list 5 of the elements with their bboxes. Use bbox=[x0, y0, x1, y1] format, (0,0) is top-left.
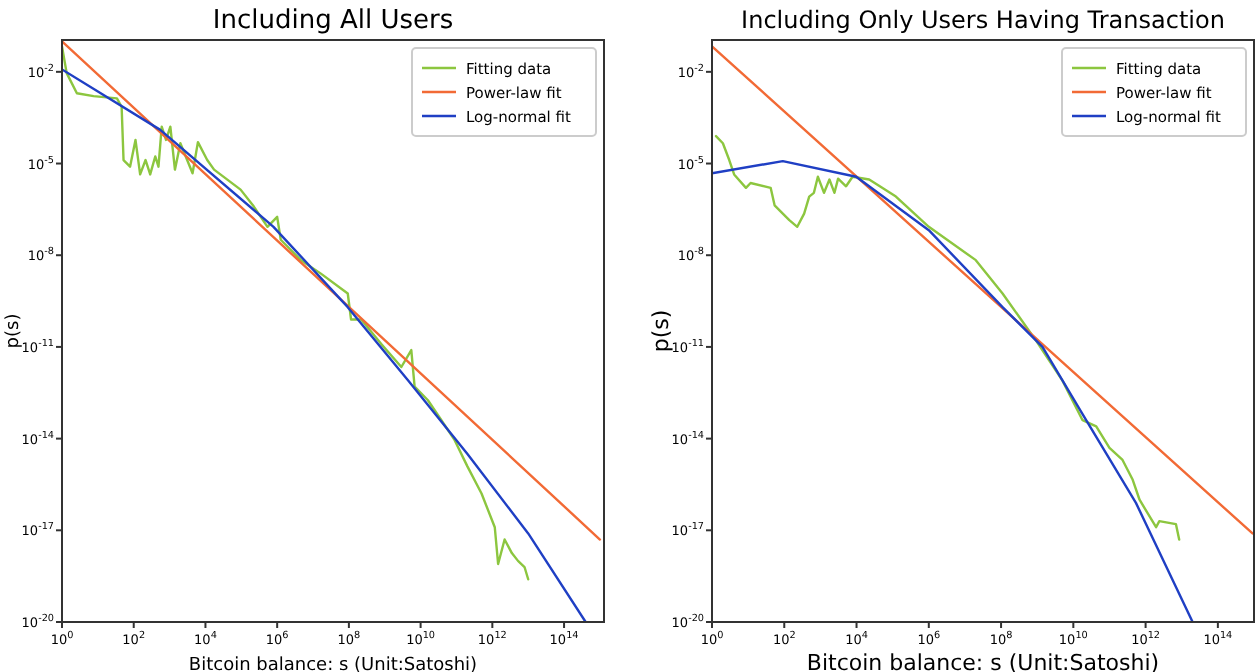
y-axis-title: p(s) bbox=[648, 309, 674, 353]
x-axis-title: Bitcoin balance: s (Unit:Satoshi) bbox=[188, 656, 478, 672]
chart-title: Including Only Users Having Transaction bbox=[741, 6, 1225, 34]
y-axis-title: p(s) bbox=[4, 313, 24, 349]
chart-title: Including All Users bbox=[212, 6, 454, 36]
